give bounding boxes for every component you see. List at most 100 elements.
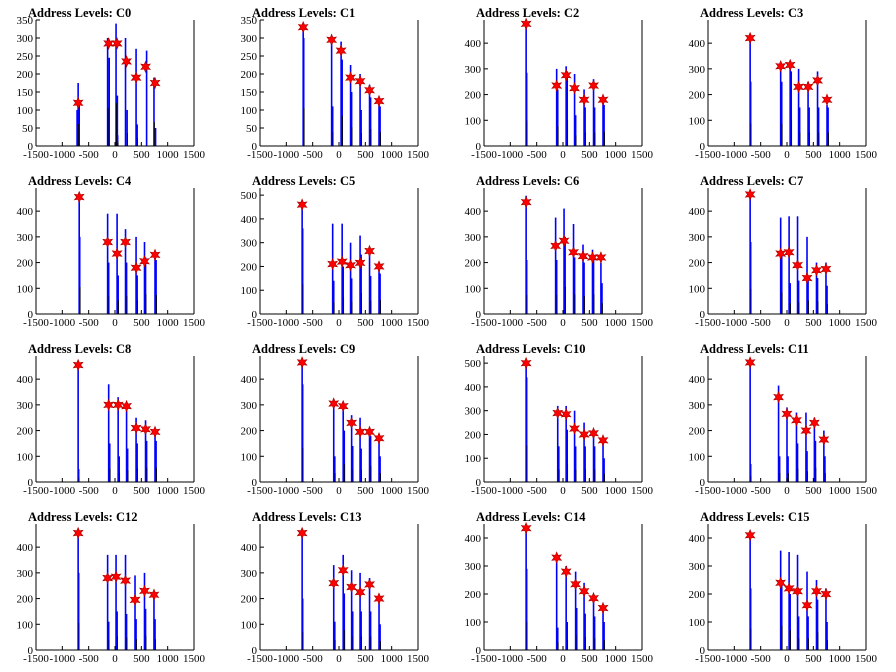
x-tick-label: -1000 bbox=[49, 653, 75, 665]
x-tick-label: -1500 bbox=[471, 485, 497, 497]
y-tick-label: 200 bbox=[17, 426, 34, 438]
x-tick-label: -1500 bbox=[23, 149, 49, 161]
y-tick-label: 300 bbox=[241, 568, 258, 580]
peak-marker-star-icon bbox=[558, 234, 570, 247]
peak-marker-star-icon bbox=[110, 570, 122, 583]
peak-marker-star-icon bbox=[586, 251, 599, 264]
peak-marker-star-icon bbox=[121, 399, 132, 413]
x-tick-label: 1500 bbox=[183, 653, 206, 665]
x-tick-label: 0 bbox=[336, 653, 342, 665]
x-tick-label: 1000 bbox=[381, 317, 404, 329]
y-tick-label: 200 bbox=[17, 258, 34, 270]
y-tick-label: 300 bbox=[689, 561, 706, 573]
x-tick-label: 0 bbox=[336, 149, 342, 161]
peak-marker-star-icon bbox=[328, 397, 340, 410]
y-tick-label: 0 bbox=[476, 645, 482, 657]
x-tick-label: -500 bbox=[751, 317, 772, 329]
chart-title: Address Levels: C4 bbox=[28, 174, 132, 188]
peak-marker-star-icon bbox=[120, 574, 132, 587]
peak-marker-star-icon bbox=[551, 79, 563, 92]
peak-marker-star-icon bbox=[578, 93, 590, 106]
x-tick-label: -1500 bbox=[471, 149, 497, 161]
chart-title: Address Levels: C9 bbox=[252, 342, 355, 356]
peak-marker-star-icon bbox=[120, 235, 131, 249]
peak-marker-star-icon bbox=[149, 76, 161, 90]
peak-marker-star-icon bbox=[520, 521, 532, 535]
chart-panel: Address Levels: C2 0 100 200 300 400 -1500 -100… bbox=[465, 6, 654, 161]
y-tick-label: 400 bbox=[689, 38, 706, 50]
y-tick-label: 200 bbox=[241, 261, 258, 273]
x-tick-label: 1000 bbox=[157, 485, 180, 497]
x-tick-label: -500 bbox=[79, 653, 100, 665]
x-tick-label: 1500 bbox=[855, 653, 878, 665]
x-tick-label: -1500 bbox=[471, 317, 497, 329]
x-tick-label: -500 bbox=[751, 653, 772, 665]
x-tick-label: -1000 bbox=[49, 485, 75, 497]
x-tick-label: -1500 bbox=[471, 653, 497, 665]
y-tick-label: 300 bbox=[689, 64, 706, 76]
peak-marker-star-icon bbox=[800, 424, 812, 437]
y-tick-label: 500 bbox=[241, 190, 258, 202]
peak-marker-star-icon bbox=[577, 249, 589, 263]
y-tick-label: 100 bbox=[241, 451, 258, 463]
x-tick-label: -500 bbox=[303, 653, 324, 665]
chart-panel: Address Levels: C1 0 50 100 150 200 250 300 350 -… bbox=[241, 6, 430, 161]
peak-marker-star-icon bbox=[801, 598, 813, 612]
x-tick-label: -1000 bbox=[273, 485, 299, 497]
peak-marker-star-icon bbox=[130, 421, 142, 435]
peak-marker-star-icon bbox=[296, 526, 308, 540]
x-tick-label: 1000 bbox=[157, 149, 180, 161]
x-tick-label: 1000 bbox=[157, 653, 180, 665]
y-tick-label: 0 bbox=[28, 141, 34, 153]
peak-marker-star-icon bbox=[138, 255, 151, 268]
x-tick-label: -500 bbox=[751, 149, 772, 161]
chart-title: Address Levels: C8 bbox=[28, 342, 131, 356]
peak-marker-star-icon bbox=[373, 592, 385, 605]
y-tick-label: 400 bbox=[689, 533, 706, 545]
peak-marker-star-icon bbox=[296, 356, 308, 369]
x-tick-label: 1500 bbox=[183, 149, 206, 161]
x-tick-label: -1000 bbox=[273, 149, 299, 161]
x-tick-label: -1500 bbox=[695, 485, 721, 497]
y-tick-label: 150 bbox=[17, 87, 34, 99]
y-tick-label: 400 bbox=[241, 214, 258, 226]
y-tick-label: 400 bbox=[17, 206, 34, 218]
y-tick-label: 200 bbox=[17, 594, 34, 606]
x-tick-label: 500 bbox=[805, 317, 822, 329]
x-tick-label: 1000 bbox=[381, 653, 404, 665]
y-tick-label: 300 bbox=[465, 232, 482, 244]
x-tick-label: -1000 bbox=[721, 485, 747, 497]
y-tick-label: 0 bbox=[476, 477, 482, 489]
peak-marker-star-icon bbox=[793, 80, 804, 94]
y-tick-label: 300 bbox=[241, 33, 258, 45]
x-tick-label: -1500 bbox=[247, 485, 273, 497]
x-tick-label: -1500 bbox=[247, 149, 273, 161]
peak-marker-star-icon bbox=[346, 580, 358, 594]
x-tick-label: -1500 bbox=[695, 149, 721, 161]
peak-marker-star-icon bbox=[588, 427, 600, 440]
x-tick-label: 500 bbox=[581, 653, 598, 665]
x-tick-label: 1000 bbox=[605, 149, 628, 161]
y-tick-label: 0 bbox=[700, 141, 706, 153]
peak-marker-star-icon bbox=[812, 74, 824, 87]
x-tick-label: 0 bbox=[112, 485, 118, 497]
peak-marker-star-icon bbox=[140, 60, 151, 74]
peak-marker-star-icon bbox=[148, 588, 160, 601]
y-tick-label: 100 bbox=[689, 283, 706, 295]
x-tick-label: 1500 bbox=[407, 317, 430, 329]
peak-marker-star-icon bbox=[103, 398, 115, 412]
chart-panel: Address Levels: C6 0 100 200 300 400 -1500 -100… bbox=[465, 174, 654, 329]
chart-panel: Address Levels: C7 0 100 200 300 400 -1500 -100… bbox=[689, 174, 878, 329]
peak-marker-star-icon bbox=[111, 247, 123, 260]
peak-marker-star-icon bbox=[130, 71, 142, 84]
x-tick-label: -500 bbox=[303, 317, 324, 329]
chart-title: Address Levels: C11 bbox=[700, 342, 809, 356]
peak-marker-star-icon bbox=[821, 93, 833, 106]
x-tick-label: -1000 bbox=[721, 653, 747, 665]
peak-marker-star-icon bbox=[597, 601, 609, 615]
x-tick-label: 1500 bbox=[855, 485, 878, 497]
chart-title: Address Levels: C13 bbox=[252, 510, 362, 524]
peak-marker-star-icon bbox=[550, 239, 562, 253]
y-tick-label: 200 bbox=[465, 90, 482, 102]
peak-marker-star-icon bbox=[790, 414, 802, 427]
